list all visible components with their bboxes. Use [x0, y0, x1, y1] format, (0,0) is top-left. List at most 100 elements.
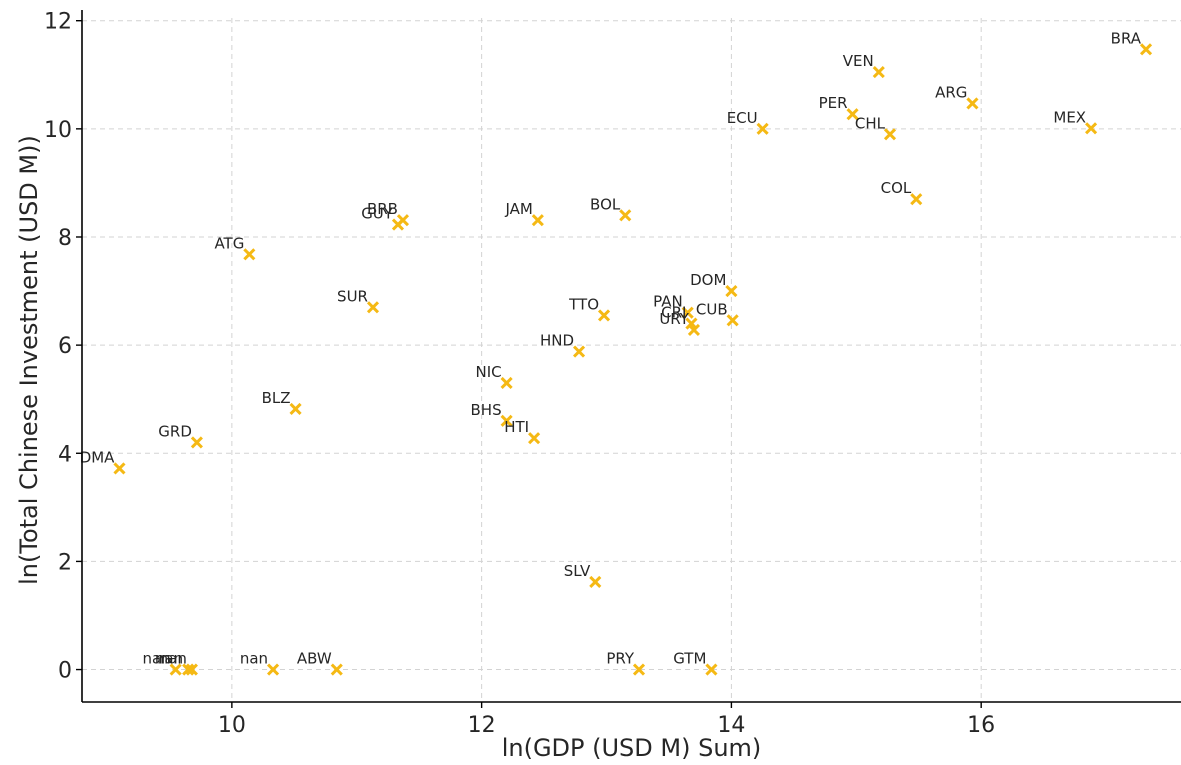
point-label: TTO [568, 295, 599, 313]
y-tick-label: 2 [58, 550, 72, 575]
x-marker [572, 345, 586, 358]
x-marker [289, 402, 302, 415]
data-point: PAN [653, 293, 694, 319]
point-label: CHL [855, 114, 886, 132]
point-label: BOL [590, 195, 621, 213]
data-point: URY [659, 310, 701, 337]
x-marker [243, 248, 256, 261]
data-point: SLV [564, 562, 602, 589]
data-point: nan [159, 650, 198, 676]
data-point: BLZ [262, 389, 302, 415]
point-label: SLV [564, 562, 591, 580]
x-marker [1085, 122, 1098, 135]
point-label: NIC [475, 363, 501, 381]
data-point: ATG [214, 234, 256, 261]
point-label: SUR [337, 287, 368, 305]
x-marker [531, 214, 544, 227]
data-point: CRI [661, 304, 698, 330]
data-point: PER [819, 94, 859, 121]
data-point: COL [881, 179, 923, 206]
data-point: GTM [673, 650, 718, 676]
point-label: CRI [661, 304, 686, 322]
point-label: HND [540, 332, 574, 350]
point-label: GTM [673, 650, 706, 668]
x-marker [182, 663, 195, 676]
x-marker [185, 663, 198, 676]
point-label: BRB [367, 200, 398, 218]
x-marker [685, 317, 698, 330]
x-tick-label: 12 [468, 713, 496, 738]
x-marker [725, 284, 738, 298]
data-point: nan [142, 650, 182, 676]
x-marker [169, 663, 182, 676]
data-point: CUB [696, 300, 739, 327]
data-point: TTO [568, 295, 611, 322]
x-marker [756, 122, 769, 135]
data-point: GUY [361, 205, 405, 231]
y-tick-label: 4 [58, 442, 72, 467]
point-label: ABW [297, 650, 332, 668]
grid [82, 18, 1181, 702]
data-point: BRA [1111, 29, 1153, 56]
x-marker [589, 575, 602, 589]
point-label: GRD [158, 422, 192, 440]
x-tick-label: 10 [218, 713, 246, 738]
data-point: CHL [855, 114, 897, 141]
point-label: nan [155, 650, 183, 668]
data-point: GRD [158, 422, 203, 449]
data-point: PRY [606, 650, 646, 676]
data-point: ABW [297, 650, 343, 676]
x-marker [872, 66, 885, 79]
point-label: HTI [504, 418, 529, 436]
point-label: BRA [1111, 29, 1142, 47]
point-label: ARG [935, 83, 967, 101]
data-point: HND [540, 332, 586, 358]
x-marker [113, 462, 126, 475]
x-tick-label: 16 [967, 713, 995, 738]
y-tick-label: 8 [58, 226, 72, 251]
point-label: nan [159, 650, 187, 668]
x-marker [883, 128, 897, 141]
point-label: BLZ [262, 389, 291, 407]
data-point: ECU [727, 109, 769, 135]
point-label: CUB [696, 300, 728, 318]
data-point: BOL [590, 195, 632, 222]
x-tick-label: 14 [717, 713, 745, 738]
x-marker [190, 436, 203, 449]
x-marker [500, 376, 513, 390]
point-label: PER [819, 94, 848, 112]
y-tick-label: 0 [58, 659, 72, 684]
x-marker [966, 97, 979, 110]
data-point: HTI [504, 418, 541, 445]
point-label: nan [240, 650, 268, 668]
x-marker [330, 663, 343, 676]
x-marker [705, 663, 718, 676]
x-marker [619, 209, 632, 222]
data-point: BHS [471, 401, 513, 427]
y-tick-label: 10 [44, 118, 72, 143]
x-marker [500, 414, 513, 427]
point-label: ECU [727, 109, 758, 127]
x-marker [726, 314, 739, 327]
x-marker [846, 108, 859, 121]
point-label: COL [881, 179, 912, 197]
x-axis-label: ln(GDP (USD M) Sum) [502, 734, 762, 762]
y-tick-label: 6 [58, 334, 72, 359]
point-label: URY [659, 310, 689, 328]
x-marker [687, 323, 701, 337]
data-point: ARG [935, 83, 979, 110]
point-label: JAM [504, 200, 532, 218]
point-label: VEN [843, 52, 874, 70]
data-point: DOM [690, 271, 738, 298]
data-point: nan [155, 650, 195, 676]
x-marker [910, 193, 923, 206]
x-marker [597, 309, 611, 322]
data-point: SUR [337, 287, 380, 314]
x-marker [528, 432, 541, 445]
point-label: PRY [606, 650, 635, 668]
x-marker [632, 663, 646, 676]
y-tick-label: 12 [44, 10, 72, 35]
point-label: nan [142, 650, 170, 668]
